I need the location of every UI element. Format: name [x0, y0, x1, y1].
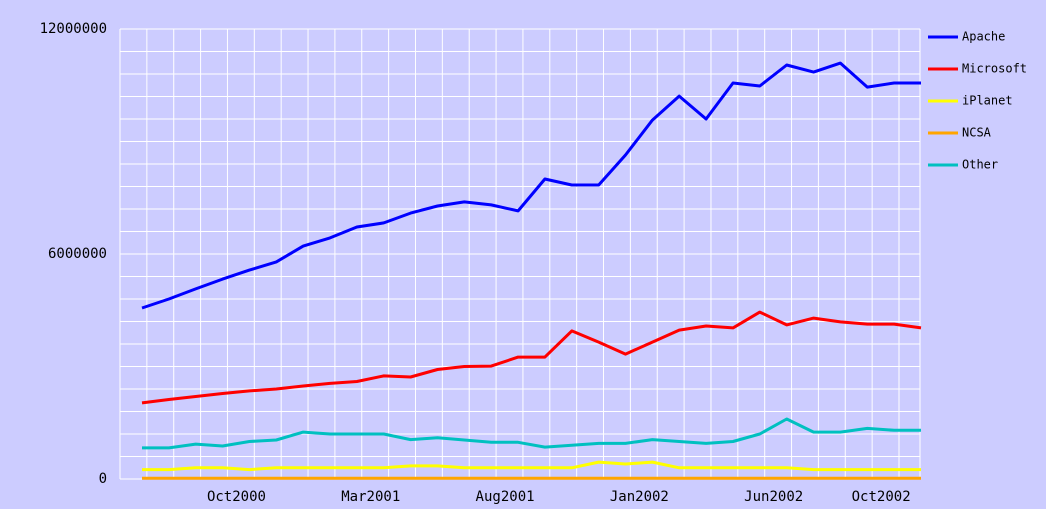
x-tick-label: Oct2002 — [852, 489, 911, 505]
series-line — [142, 417, 921, 450]
series-line — [141, 61, 921, 310]
x-tick-label: Mar2001 — [341, 489, 400, 505]
series-line — [141, 310, 922, 405]
legend-label: Apache — [962, 30, 1005, 44]
y-tick-label: 6000000 — [48, 246, 107, 262]
x-tick-label: Aug2001 — [476, 489, 535, 505]
series-line — [142, 460, 921, 472]
legend: Apache Microsoft iPlanet NCSA Other — [928, 30, 1027, 172]
x-tick-label: Jan2002 — [610, 489, 669, 505]
x-tick-label: Jun2002 — [744, 489, 803, 505]
y-tick-label: 12000000 — [40, 21, 107, 37]
legend-label: Microsoft — [962, 62, 1027, 76]
y-tick-label: 0 — [99, 471, 107, 487]
legend-label: iPlanet — [962, 94, 1013, 108]
x-tick-label: Oct2000 — [207, 489, 266, 505]
legend-label: NCSA — [962, 126, 992, 140]
legend-label: Other — [962, 158, 998, 172]
